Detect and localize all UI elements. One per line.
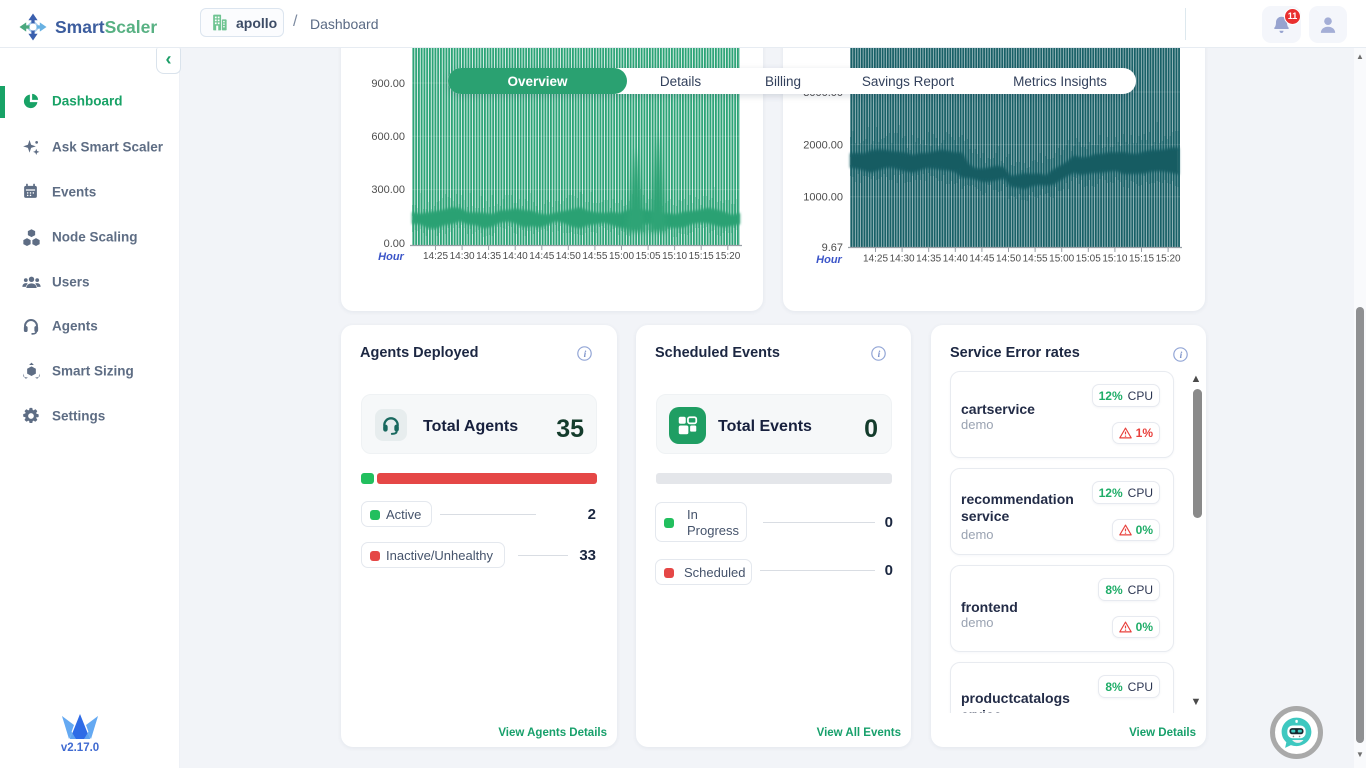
svg-text:Hour: Hour xyxy=(816,254,842,266)
svg-text:1000.00: 1000.00 xyxy=(803,192,843,204)
svg-text:14:55: 14:55 xyxy=(1023,254,1048,265)
svg-text:i: i xyxy=(584,350,587,360)
svg-text:15:20: 15:20 xyxy=(1156,254,1181,265)
svg-text:14:45: 14:45 xyxy=(969,254,994,265)
svg-text:0.00: 0.00 xyxy=(384,238,405,250)
svg-text:15:15: 15:15 xyxy=(1129,254,1154,265)
svg-text:15:20: 15:20 xyxy=(715,251,740,262)
svg-text:14:55: 14:55 xyxy=(582,251,607,262)
svg-text:14:35: 14:35 xyxy=(916,254,941,265)
svg-text:15:00: 15:00 xyxy=(1049,254,1074,265)
svg-text:14:45: 14:45 xyxy=(529,251,554,262)
svg-text:14:30: 14:30 xyxy=(890,254,915,265)
svg-text:14:40: 14:40 xyxy=(943,254,968,265)
svg-text:2000.00: 2000.00 xyxy=(803,140,843,152)
svg-text:i: i xyxy=(878,350,881,360)
svg-text:15:00: 15:00 xyxy=(609,251,634,262)
svg-text:15:15: 15:15 xyxy=(689,251,714,262)
svg-text:i: i xyxy=(1180,351,1183,361)
svg-text:14:50: 14:50 xyxy=(996,254,1021,265)
svg-text:15:05: 15:05 xyxy=(1076,254,1101,265)
svg-text:900.00: 900.00 xyxy=(371,78,405,90)
svg-text:600.00: 600.00 xyxy=(371,131,405,143)
svg-text:15:10: 15:10 xyxy=(662,251,687,262)
svg-text:9.67: 9.67 xyxy=(822,242,843,254)
svg-text:14:25: 14:25 xyxy=(863,254,888,265)
svg-text:15:10: 15:10 xyxy=(1102,254,1127,265)
svg-text:14:25: 14:25 xyxy=(423,251,448,262)
svg-text:14:30: 14:30 xyxy=(450,251,475,262)
svg-text:15:05: 15:05 xyxy=(636,251,661,262)
svg-text:14:35: 14:35 xyxy=(476,251,501,262)
svg-text:Hour: Hour xyxy=(378,251,404,263)
svg-text:300.00: 300.00 xyxy=(371,184,405,196)
svg-text:14:50: 14:50 xyxy=(556,251,581,262)
svg-text:14:40: 14:40 xyxy=(503,251,528,262)
